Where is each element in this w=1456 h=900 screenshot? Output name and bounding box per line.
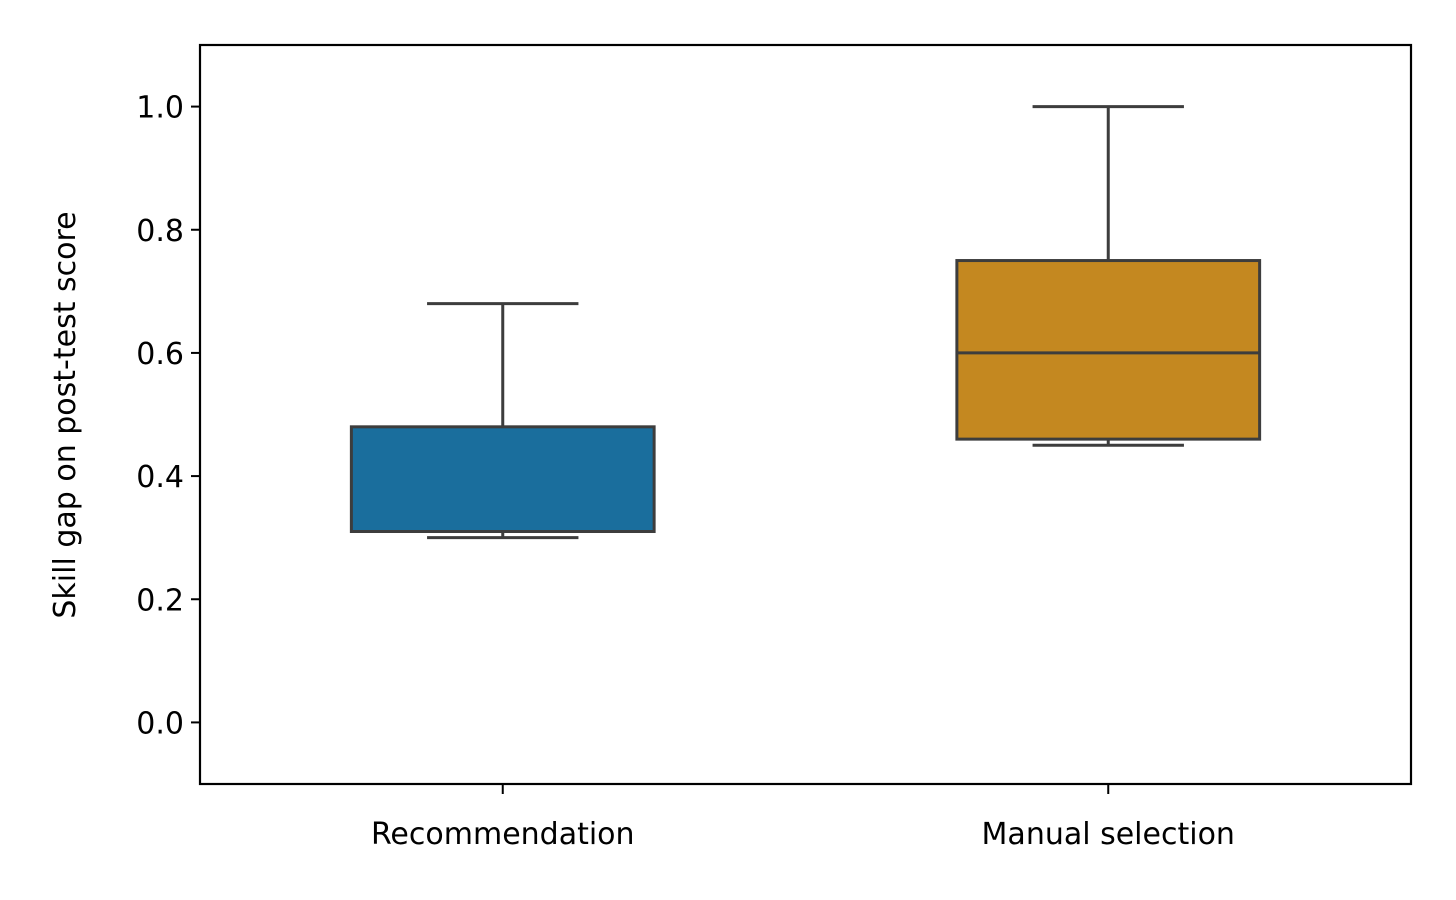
y-tick-label: 0.2: [136, 583, 184, 618]
x-axis: Recommendation Manual selection: [371, 784, 1235, 852]
y-tick-label: 0.8: [136, 214, 184, 249]
boxes: [349, 105, 1262, 540]
box-manual-selection: [955, 105, 1262, 447]
plot-frame: [198, 43, 1413, 786]
iqr-box: [955, 259, 1262, 441]
y-axis-label: Skill gap on post-test score: [48, 211, 83, 618]
y-tick-label: 0.4: [136, 460, 184, 495]
y-tick-label: 1.0: [136, 91, 184, 126]
y-axis: 0.0 0.2 0.4 0.6 0.8 1.0: [136, 91, 200, 741]
iqr-box: [349, 425, 656, 534]
box-recommendation: [349, 302, 656, 540]
x-tick-label: Manual selection: [982, 817, 1235, 852]
y-tick-label: 0.0: [136, 706, 184, 741]
x-tick-label: Recommendation: [371, 817, 635, 852]
y-tick-label: 0.6: [136, 337, 184, 372]
